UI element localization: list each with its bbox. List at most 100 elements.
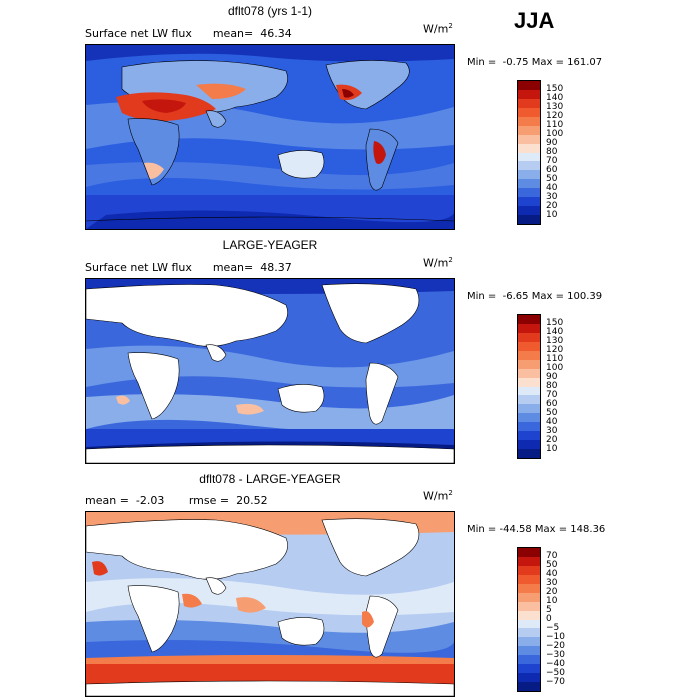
- panel-2-stats: Surface net LW flux mean= 48.37: [85, 261, 292, 274]
- colorbar-swatch: [518, 125, 540, 135]
- panel-2-colorbar: [517, 314, 541, 459]
- colorbar-2-label: 130: [546, 336, 564, 346]
- colorbar-swatch: [518, 215, 540, 224]
- colorbar-swatch: [518, 81, 540, 90]
- colorbar-3-label: −10: [546, 632, 565, 642]
- colorbar-swatch: [518, 449, 540, 458]
- panel-2-map-svg: [86, 279, 454, 463]
- panel-2-title: LARGE-YEAGER: [222, 238, 318, 252]
- colorbar-1-label: 70: [546, 156, 558, 166]
- colorbar-1-label: 110: [546, 120, 564, 130]
- colorbar-swatch: [518, 682, 540, 691]
- colorbar-swatch: [518, 548, 540, 557]
- colorbar-swatch: [518, 431, 540, 441]
- colorbar-swatch: [518, 143, 540, 153]
- colorbar-2-label: 60: [546, 399, 558, 409]
- panel-1-units: W/m2: [423, 22, 453, 36]
- colorbar-1-label: 100: [546, 129, 564, 139]
- colorbar-1-label: 30: [546, 192, 558, 202]
- colorbar-1-label: 150: [546, 84, 564, 94]
- colorbar-1-label: 80: [546, 147, 558, 157]
- colorbar-swatch: [518, 413, 540, 423]
- colorbar-swatch: [518, 386, 540, 396]
- colorbar-3-label: −30: [546, 650, 565, 660]
- colorbar-3-label: −20: [546, 641, 565, 651]
- panel-3-map-svg: [86, 512, 454, 696]
- colorbar-swatch: [518, 134, 540, 144]
- colorbar-3-label: 10: [546, 596, 558, 606]
- colorbar-swatch: [518, 107, 540, 117]
- colorbar-swatch: [518, 89, 540, 99]
- colorbar-swatch: [518, 610, 540, 620]
- colorbar-3-label: −5: [546, 623, 560, 633]
- colorbar-2-label: 20: [546, 435, 558, 445]
- colorbar-1-label: 140: [546, 93, 564, 103]
- colorbar-swatch: [518, 332, 540, 342]
- panel-1-colorbar: [517, 80, 541, 225]
- colorbar-2-label: 100: [546, 363, 564, 373]
- panel-1-map: [85, 44, 455, 230]
- colorbar-swatch: [518, 628, 540, 638]
- panel-3-colorbar: [517, 547, 541, 692]
- colorbar-swatch: [518, 404, 540, 414]
- colorbar-swatch: [518, 583, 540, 593]
- season-label: JJA: [514, 8, 555, 33]
- colorbar-1-label: 60: [546, 165, 558, 175]
- colorbar-swatch: [518, 350, 540, 360]
- colorbar-2-label: 120: [546, 345, 564, 355]
- colorbar-1-label: 130: [546, 102, 564, 112]
- colorbar-2-label: 40: [546, 417, 558, 427]
- colorbar-3-label: −50: [546, 668, 565, 678]
- colorbar-1-label: 50: [546, 174, 558, 184]
- panel-1-minmax: Min = -0.75 Max = 161.07: [467, 57, 603, 68]
- colorbar-swatch: [518, 646, 540, 656]
- colorbar-2-label: 150: [546, 318, 564, 328]
- colorbar-3-label: 50: [546, 560, 558, 570]
- colorbar-1-label: 10: [546, 210, 558, 220]
- panel-1-stats: Surface net LW flux mean= 46.34: [85, 27, 292, 40]
- colorbar-swatch: [518, 179, 540, 189]
- colorbar-swatch: [518, 422, 540, 432]
- colorbar-swatch: [518, 188, 540, 198]
- colorbar-swatch: [518, 206, 540, 216]
- colorbar-2-label: 90: [546, 372, 558, 382]
- colorbar-3-label: −40: [546, 659, 565, 669]
- colorbar-2-label: 110: [546, 354, 564, 364]
- colorbar-swatch: [518, 377, 540, 387]
- colorbar-swatch: [518, 556, 540, 566]
- panel-3-minmax: Min = -44.58 Max = 148.36: [467, 524, 606, 535]
- colorbar-swatch: [518, 359, 540, 369]
- colorbar-swatch: [518, 323, 540, 333]
- colorbar-swatch: [518, 152, 540, 162]
- colorbar-swatch: [518, 655, 540, 665]
- panel-2-map: [85, 278, 455, 464]
- colorbar-swatch: [518, 574, 540, 584]
- colorbar-2-label: 70: [546, 390, 558, 400]
- colorbar-3-label: 40: [546, 569, 558, 579]
- colorbar-2-label: 80: [546, 381, 558, 391]
- colorbar-swatch: [518, 98, 540, 108]
- colorbar-1-label: 120: [546, 111, 564, 121]
- colorbar-swatch: [518, 637, 540, 647]
- panel-3-stats: mean = -2.03 rmse = 20.52: [85, 494, 268, 507]
- colorbar-2-label: 10: [546, 444, 558, 454]
- colorbar-2-label: 50: [546, 408, 558, 418]
- colorbar-swatch: [518, 315, 540, 324]
- colorbar-3-label: 30: [546, 578, 558, 588]
- panel-3-units: W/m2: [423, 489, 453, 503]
- colorbar-2-label: 140: [546, 327, 564, 337]
- panel-1-map-svg: [86, 45, 454, 229]
- colorbar-swatch: [518, 601, 540, 611]
- colorbar-swatch: [518, 170, 540, 180]
- panel-2-units: W/m2: [423, 256, 453, 270]
- colorbar-1-label: 90: [546, 138, 558, 148]
- panel-2-minmax: Min = -6.65 Max = 100.39: [467, 291, 603, 302]
- colorbar-1-label: 40: [546, 183, 558, 193]
- panel-1-title: dflt078 (yrs 1-1): [227, 4, 313, 18]
- panel-3-title: dflt078 - LARGE-YEAGER: [199, 472, 341, 486]
- colorbar-swatch: [518, 341, 540, 351]
- colorbar-3-label: 20: [546, 587, 558, 597]
- colorbar-swatch: [518, 197, 540, 207]
- colorbar-swatch: [518, 395, 540, 405]
- colorbar-3-label: 70: [546, 551, 558, 561]
